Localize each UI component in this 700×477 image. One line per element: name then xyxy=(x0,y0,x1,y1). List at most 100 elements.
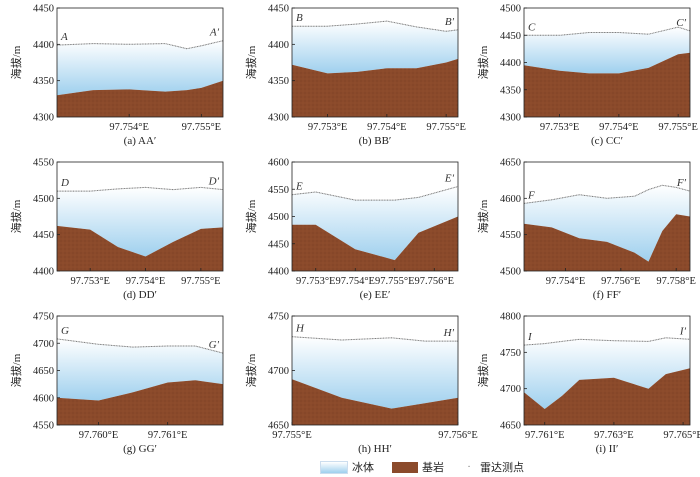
legend: 冰体 基岩 · 雷达测点 xyxy=(320,459,542,475)
ice-area xyxy=(57,338,223,401)
y-tick-label: 4500 xyxy=(500,4,521,15)
plot-frame xyxy=(56,7,224,118)
x-tick-label: 97.761°E xyxy=(525,430,565,441)
section-start-label: H xyxy=(295,323,305,335)
x-tick-label: 97.760°E xyxy=(79,430,119,441)
y-tick-label: 4450 xyxy=(33,230,54,241)
section-start-label: F xyxy=(527,189,535,201)
x-tick-label: 97.753°E xyxy=(296,276,336,287)
y-axis-label: 海拔/m xyxy=(244,199,258,233)
radar-surface-line xyxy=(524,26,691,36)
ice-area xyxy=(292,336,458,409)
y-tick-label: 4450 xyxy=(500,31,521,42)
x-tick-label: 97.765°E xyxy=(663,430,700,441)
y-tick-label: 4700 xyxy=(500,384,521,395)
y-tick-label: 4600 xyxy=(268,158,289,169)
legend-label-ice: 冰体 xyxy=(352,462,374,474)
y-tick-label: 4600 xyxy=(500,194,521,205)
plot-frame xyxy=(56,161,224,272)
y-tick-label: 4300 xyxy=(33,113,54,124)
ice-area xyxy=(57,187,223,257)
y-tick-label: 4700 xyxy=(268,366,289,377)
plot-frame xyxy=(291,7,459,118)
y-tick-label: 4300 xyxy=(500,113,521,124)
y-axis-label: 海拔/m xyxy=(244,353,258,387)
x-tick-label: 97.754°E xyxy=(109,122,149,133)
legend-item-bedrock: 基岩 xyxy=(392,459,444,475)
section-end-label: F′ xyxy=(676,177,687,189)
y-tick-label: 4400 xyxy=(268,267,289,278)
section-end-label: I′ xyxy=(679,325,687,337)
x-tick-label: 97.761°E xyxy=(148,430,188,441)
y-tick-label: 4700 xyxy=(33,339,54,350)
section-start-label: G xyxy=(61,325,69,337)
section-end-label: A′ xyxy=(209,27,220,39)
y-tick-label: 4650 xyxy=(500,158,521,169)
profile-panel-7: 4550 4600 4650 4700 4750 97.760°E 97.761°E 海拔/m… xyxy=(9,312,224,455)
section-start-label: A xyxy=(60,31,68,43)
profile-panel-1: 4300 4350 4400 4450 97.754°E 97.755°E 海拔/m A A′ (… xyxy=(9,4,224,147)
ice-area xyxy=(524,337,690,409)
ice-area xyxy=(292,186,458,261)
y-axis-label: 海拔/m xyxy=(9,45,23,79)
section-end-label: D′ xyxy=(208,176,220,188)
y-tick-label: 4450 xyxy=(268,239,289,250)
profile-panel-3: 4300 4350 4400 4450 4500 97.753°E 97.754°E 97.7… xyxy=(476,4,698,148)
section-end-label: E′ xyxy=(444,173,455,185)
y-tick-label: 4550 xyxy=(268,185,289,196)
section-end-label: H′ xyxy=(443,327,455,339)
legend-label-radar: 雷达测点 xyxy=(480,462,524,474)
panel-caption: (b) BB′ xyxy=(359,135,392,147)
y-tick-label: 4650 xyxy=(500,421,521,432)
x-tick-label: 97.753°E xyxy=(70,276,110,287)
y-tick-label: 4500 xyxy=(500,267,521,278)
bedrock-area xyxy=(292,58,458,117)
legend-item-ice: 冰体 xyxy=(320,459,374,475)
x-tick-label: 97.753°E xyxy=(308,122,348,133)
section-end-label: G′ xyxy=(209,339,220,351)
profile-panel-8: 4650 4700 4750 97.755°E 97.756°E 海拔/m H H′ (h) H… xyxy=(244,312,478,456)
panel-caption: (c) CC′ xyxy=(591,135,623,147)
ice-area xyxy=(57,40,223,96)
x-tick-label: 97.755°E xyxy=(426,122,466,133)
profile-panel-9: 4650 4700 4750 4800 97.761°E 97.763°E 97.765°E… xyxy=(476,312,700,456)
x-tick-label: 97.755°E xyxy=(181,276,221,287)
x-tick-label: 97.754°E xyxy=(599,122,639,133)
profile-panel-4: 4400 4450 4500 4550 97.753°E 97.754°E 97.755°E… xyxy=(9,158,224,301)
x-tick-label: 97.754°E xyxy=(367,122,407,133)
y-tick-label: 4500 xyxy=(268,212,289,223)
panel-caption: (d) DD′ xyxy=(123,289,157,301)
ice-area xyxy=(524,185,690,262)
bedrock-area xyxy=(57,380,223,425)
y-tick-label: 4750 xyxy=(500,348,521,359)
y-tick-label: 4750 xyxy=(33,312,54,323)
radar-surface-line xyxy=(291,186,459,201)
x-tick-label: 97.756°E xyxy=(601,276,641,287)
radar-surface-line xyxy=(56,40,224,50)
ice-area xyxy=(524,27,690,74)
y-tick-label: 4350 xyxy=(268,76,289,87)
y-axis-label: 海拔/m xyxy=(476,353,490,387)
panel-caption: (i) II′ xyxy=(596,443,619,455)
bedrock-swatch-icon xyxy=(392,461,418,473)
bedrock-area xyxy=(292,379,458,425)
x-tick-label: 97.754°E xyxy=(126,276,166,287)
x-tick-label: 97.754°E xyxy=(335,276,375,287)
section-end-label: C′ xyxy=(676,17,686,29)
y-tick-label: 4300 xyxy=(268,113,289,124)
radar-surface-line xyxy=(523,184,691,204)
x-tick-label: 97.753°E xyxy=(540,122,580,133)
panel-caption: (h) HH′ xyxy=(358,443,392,455)
y-tick-label: 4650 xyxy=(268,421,289,432)
figure-canvas: 4300 4350 4400 4450 97.754°E 97.755°E 海拔/m A A′ (… xyxy=(9,4,700,456)
bedrock-area xyxy=(57,225,223,271)
y-axis-label: 海拔/m xyxy=(476,199,490,233)
panel-caption: (a) AA′ xyxy=(124,135,157,147)
y-axis-label: 海拔/m xyxy=(476,45,490,79)
panel-caption: (e) EE′ xyxy=(360,289,391,301)
y-tick-label: 4450 xyxy=(268,4,289,15)
y-tick-label: 4550 xyxy=(33,421,54,432)
radar-surface-line xyxy=(291,336,458,342)
section-start-label: E xyxy=(295,181,303,193)
